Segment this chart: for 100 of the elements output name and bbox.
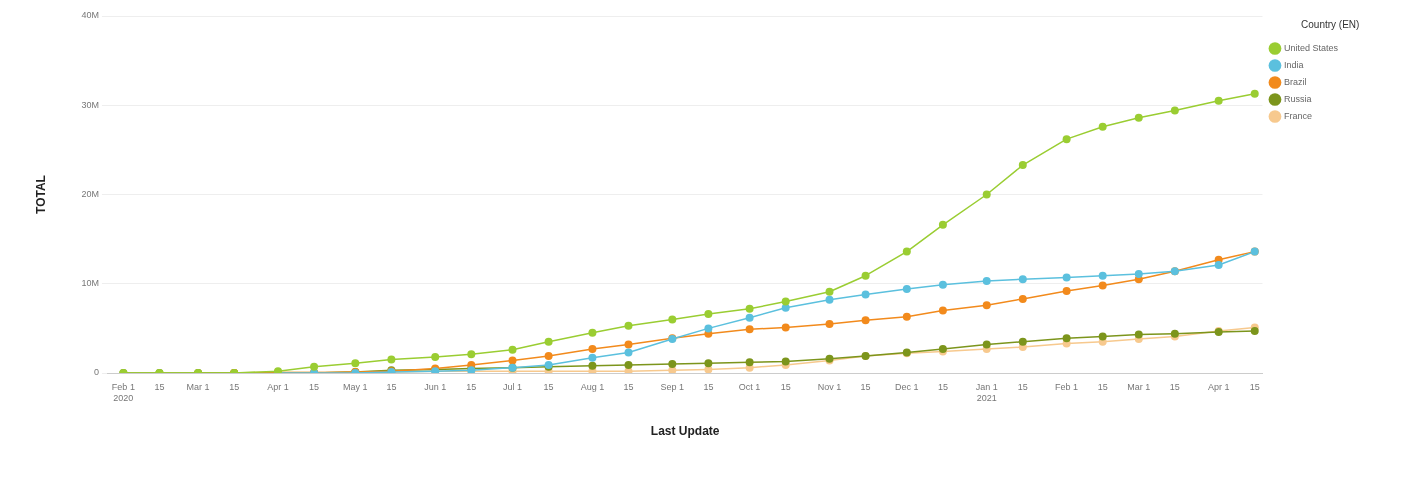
point	[902, 312, 911, 321]
x-axis-title: Last Update	[650, 424, 720, 439]
y-tick-label: 10M	[81, 278, 99, 289]
point	[624, 348, 633, 357]
x-tick-label: 15	[623, 381, 634, 392]
point	[668, 360, 677, 369]
point	[588, 353, 597, 362]
point	[1134, 269, 1143, 278]
x-tick-label: Feb 1 2020	[111, 381, 135, 403]
x-tick-label: 15	[466, 381, 477, 392]
x-tick-label: Sep 1	[660, 381, 685, 392]
point	[1098, 281, 1107, 290]
point	[704, 359, 713, 368]
point	[1062, 135, 1071, 144]
point	[938, 306, 947, 315]
x-tick-label: Feb 1	[1055, 381, 1079, 392]
point	[745, 304, 754, 313]
y-tick-label: 30M	[81, 99, 99, 110]
x-tick-label: 15	[1097, 381, 1108, 392]
point	[351, 359, 360, 368]
x-tick-label: Oct 1	[738, 381, 761, 392]
x-tick-label: 15	[386, 381, 397, 392]
x-tick-label: Apr 1	[1207, 381, 1230, 392]
point	[982, 277, 991, 286]
x-tick-label: 15	[154, 381, 165, 392]
point	[1098, 271, 1107, 280]
point	[624, 340, 633, 349]
point	[544, 352, 553, 361]
x-tick-label: Mar 1	[1127, 381, 1151, 392]
point	[704, 310, 713, 319]
point	[1018, 275, 1027, 284]
point	[1018, 161, 1027, 170]
x-tick-label: Jul 1	[503, 381, 523, 392]
point	[668, 315, 677, 324]
y-tick-label: 20M	[81, 188, 99, 199]
point	[1214, 96, 1223, 105]
point	[508, 356, 517, 365]
legend-label: India	[1283, 59, 1304, 70]
point	[544, 337, 553, 346]
point	[1062, 334, 1071, 343]
x-tick-label: May 1	[343, 381, 368, 392]
x-tick-label: Dec 1	[895, 381, 919, 392]
point	[745, 358, 754, 367]
point	[1018, 294, 1027, 303]
point	[1134, 330, 1143, 339]
point	[1098, 122, 1107, 131]
point	[1098, 332, 1107, 341]
legend-label: Brazil	[1283, 76, 1307, 87]
legend-label: United States	[1283, 42, 1339, 53]
point	[1134, 113, 1143, 122]
point	[982, 340, 991, 349]
x-tick-label: Jun 1	[424, 381, 447, 392]
point	[902, 285, 911, 294]
x-tick-label: Aug 1	[580, 381, 605, 392]
x-tick-label: Jan 1 2021	[975, 381, 998, 403]
point	[431, 352, 440, 361]
y-tick-label: 0	[93, 367, 99, 378]
point	[704, 324, 713, 333]
y-tick-label: 40M	[81, 10, 99, 21]
point	[1214, 261, 1223, 270]
x-tick-label: 15	[937, 381, 948, 392]
point	[1170, 106, 1179, 115]
point	[588, 328, 597, 337]
legend-title: Country (EN)	[1301, 18, 1360, 30]
point	[861, 271, 870, 280]
y-axis-title: TOTAL	[33, 175, 48, 214]
point	[982, 301, 991, 310]
point	[588, 344, 597, 353]
x-tick-label: 15	[1249, 381, 1260, 392]
point	[825, 319, 834, 328]
point	[982, 190, 991, 199]
point	[781, 323, 790, 332]
point	[861, 316, 870, 325]
x-tick-label: Nov 1	[817, 381, 842, 392]
point	[781, 303, 790, 312]
point	[387, 355, 396, 364]
point	[1250, 327, 1259, 336]
point	[624, 321, 633, 330]
legend-label: France	[1283, 110, 1312, 121]
x-tick-label: 15	[309, 381, 320, 392]
point	[938, 220, 947, 229]
x-tick-label: 15	[543, 381, 554, 392]
x-tick-label: 15	[1169, 381, 1180, 392]
legend-label: Russia	[1283, 93, 1312, 104]
point	[902, 247, 911, 256]
point	[1062, 273, 1071, 282]
x-tick-label: 15	[860, 381, 871, 392]
x-tick-label: 15	[1017, 381, 1028, 392]
point	[1250, 89, 1259, 98]
x-tick-label: 15	[229, 381, 240, 392]
point	[467, 350, 476, 359]
x-tick-label: 15	[703, 381, 714, 392]
point	[310, 362, 319, 371]
point	[745, 325, 754, 334]
point	[781, 297, 790, 306]
point	[861, 290, 870, 299]
point	[825, 287, 834, 296]
point	[508, 345, 517, 354]
point	[588, 361, 597, 370]
point	[1018, 337, 1027, 346]
